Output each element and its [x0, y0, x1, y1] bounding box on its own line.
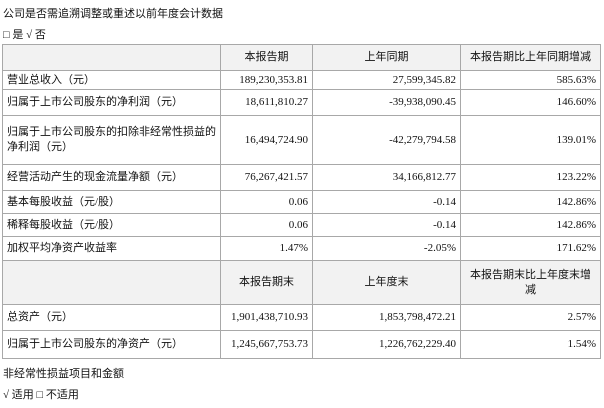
- value-cell: 585.63%: [460, 70, 601, 90]
- row-label: 基本每股收益（元/股）: [2, 190, 221, 214]
- header-cell: 本报告期末比上年度末增减: [460, 260, 601, 305]
- value-cell: 123.22%: [460, 164, 601, 191]
- financial-table: 本报告期 上年同期 本报告期比上年同期增减 营业总收入（元） 189,230,353.8…: [2, 44, 601, 359]
- value-cell: 0.06: [220, 190, 313, 214]
- value-cell: -0.14: [312, 213, 461, 237]
- header-cell: 本报告期: [220, 44, 313, 71]
- value-cell: 0.06: [220, 213, 313, 237]
- header-row: 本报告期 上年同期 本报告期比上年同期增减: [2, 44, 601, 71]
- row-label: 归属于上市公司股东的净利润（元）: [2, 89, 221, 116]
- header-cell: [2, 260, 221, 305]
- value-cell: -0.14: [312, 190, 461, 214]
- value-cell: 142.86%: [460, 213, 601, 237]
- value-cell: 1,901,438,710.93: [220, 304, 313, 331]
- value-cell: 16,494,724.90: [220, 115, 313, 165]
- value-cell: 189,230,353.81: [220, 70, 313, 90]
- section-title: 非经常性损益项目和金额: [3, 368, 124, 380]
- header-cell: 上年度末: [312, 260, 461, 305]
- value-cell: 18,611,810.27: [220, 89, 313, 116]
- header-cell: 本报告期末: [220, 260, 313, 305]
- value-cell: 1,226,762,229.40: [312, 330, 461, 359]
- row-label: 归属于上市公司股东的扣除非经常性损益的净利润（元）: [2, 115, 221, 165]
- value-cell: 1.54%: [460, 330, 601, 359]
- question: 公司是否需追溯调整或重述以前年度会计数据: [3, 8, 223, 20]
- data-row: 稀释每股收益（元/股） 0.06 -0.14 142.86%: [2, 213, 601, 237]
- data-row: 营业总收入（元） 189,230,353.81 27,599,345.82 585.6…: [2, 70, 601, 90]
- row-label: 营业总收入（元）: [2, 70, 221, 90]
- value-cell: 1.47%: [220, 236, 313, 261]
- value-cell: 171.62%: [460, 236, 601, 261]
- value-cell: 2.57%: [460, 304, 601, 331]
- row-label: 归属于上市公司股东的净资产（元）: [2, 330, 221, 359]
- header-row: 本报告期末 上年度末 本报告期末比上年度末增减: [2, 260, 601, 305]
- value-cell: 139.01%: [460, 115, 601, 165]
- section-option: √ 适用 □ 不适用: [3, 389, 79, 401]
- value-cell: 146.60%: [460, 89, 601, 116]
- value-cell: -2.05%: [312, 236, 461, 261]
- data-row: 归属于上市公司股东的扣除非经常性损益的净利润（元） 16,494,724.90 -4…: [2, 115, 601, 165]
- value-cell: 34,166,812.77: [312, 164, 461, 191]
- data-row: 归属于上市公司股东的净利润（元） 18,611,810.27 -39,938,090…: [2, 89, 601, 116]
- data-row: 归属于上市公司股东的净资产（元） 1,245,667,753.73 1,226,76…: [2, 330, 601, 359]
- value-cell: 76,267,421.57: [220, 164, 313, 191]
- header-cell: [2, 44, 221, 71]
- data-row: 经营活动产生的现金流量净额（元） 76,267,421.57 34,166,812.…: [2, 164, 601, 191]
- data-row: 基本每股收益（元/股） 0.06 -0.14 142.86%: [2, 190, 601, 214]
- value-cell: 27,599,345.82: [312, 70, 461, 90]
- row-label: 稀释每股收益（元/股）: [2, 213, 221, 237]
- row-label: 加权平均净资产收益率: [2, 236, 221, 261]
- data-row: 总资产（元） 1,901,438,710.93 1,853,798,472.21 2.…: [2, 304, 601, 331]
- value-cell: -42,279,794.58: [312, 115, 461, 165]
- row-label: 总资产（元）: [2, 304, 221, 331]
- header-cell: 本报告期比上年同期增减: [460, 44, 601, 71]
- row-label: 经营活动产生的现金流量净额（元）: [2, 164, 221, 191]
- value-cell: 1,245,667,753.73: [220, 330, 313, 359]
- value-cell: 1,853,798,472.21: [312, 304, 461, 331]
- answer: □ 是 √ 否: [3, 29, 46, 41]
- data-row: 加权平均净资产收益率 1.47% -2.05% 171.62%: [2, 236, 601, 261]
- header-cell: 上年同期: [312, 44, 461, 71]
- value-cell: 142.86%: [460, 190, 601, 214]
- value-cell: -39,938,090.45: [312, 89, 461, 116]
